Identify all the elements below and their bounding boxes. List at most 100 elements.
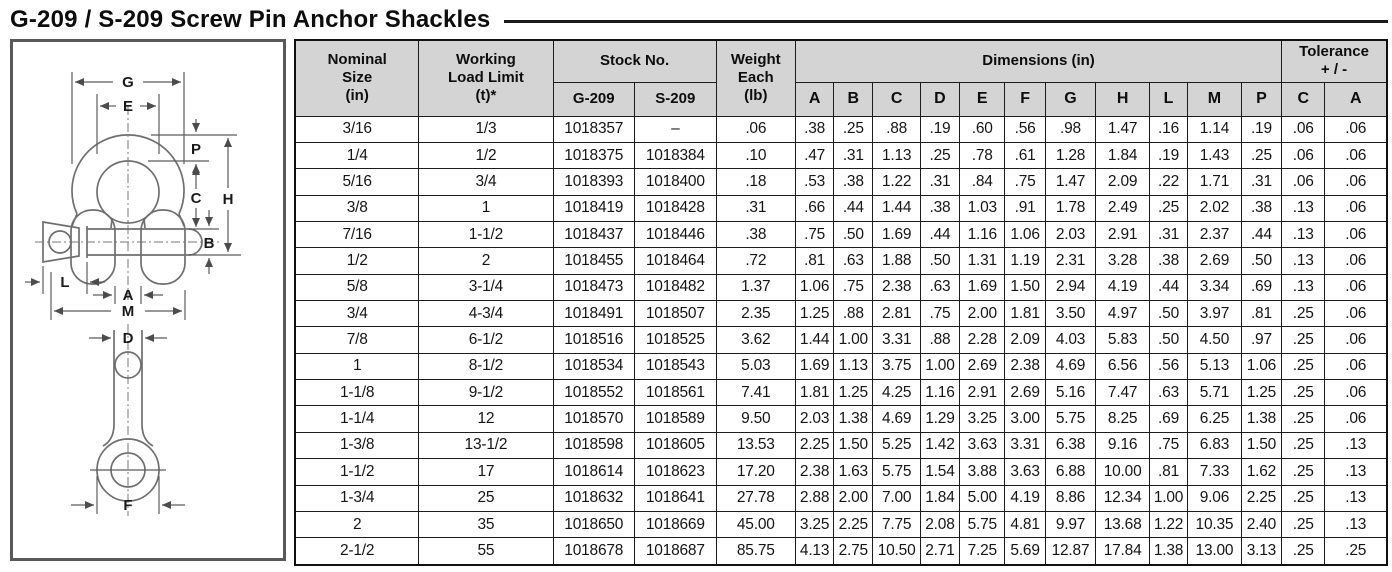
s209-stock-cell: 1018623: [634, 458, 717, 486]
main-content: G E P C: [0, 37, 1392, 566]
s209-stock-cell: 1018543: [634, 352, 717, 381]
dimension-cell: 10.50: [872, 537, 921, 566]
wll-cell: 1/3: [418, 115, 554, 143]
dimension-cell: 13.00: [1187, 537, 1242, 566]
dimension-cell: 7.33: [1187, 458, 1242, 486]
dimension-cell: 2.00: [959, 300, 1006, 328]
col-header-stock-no: Stock No.: [552, 39, 717, 83]
dimension-cell: 4.13: [795, 537, 835, 566]
dimension-cell: 1.84: [919, 484, 961, 512]
tolerance-cell: .13: [1281, 273, 1326, 302]
weight-cell: .06: [715, 115, 797, 143]
dimension-cell: 1.16: [959, 220, 1006, 249]
dimension-cell: 3.25: [795, 510, 835, 539]
dimension-cell: 1.88: [872, 247, 921, 275]
dimension-cell: 13.68: [1095, 510, 1150, 539]
dimension-cell: .50: [1148, 326, 1189, 354]
dimension-cell: 4.69: [1044, 352, 1097, 381]
dimension-cell: .63: [1148, 379, 1189, 407]
g209-stock-cell: 1018650: [552, 510, 636, 539]
weight-cell: 85.75: [715, 537, 797, 566]
dimension-cell: 4.19: [1095, 273, 1150, 302]
col-header-working-load-limit: Working Load Limit (t)*: [418, 39, 554, 117]
nominal-size-cell: 1/4: [294, 141, 420, 170]
g209-stock-cell: 1018678: [552, 537, 636, 566]
wll-cell: 8-1/2: [418, 352, 554, 381]
dimension-cell: 10.35: [1187, 510, 1242, 539]
dimension-cell: 3.34: [1187, 273, 1242, 302]
wll-cell: 2: [418, 247, 554, 275]
dimension-cell: 2.28: [959, 326, 1006, 354]
dimension-cell: .31: [1148, 220, 1189, 249]
shackle-dimension-lines: G E P C: [25, 72, 241, 320]
dimension-cell: 1.62: [1240, 458, 1283, 486]
s209-stock-cell: 1018641: [634, 484, 717, 512]
table-row: 1-3/8 13-1/2 1018598 1018605 13.53 2.25 1.50 5.…: [294, 431, 1388, 460]
dimension-cell: 3.75: [872, 352, 921, 381]
dimension-cell: 9.06: [1187, 484, 1242, 512]
dim-col-header-m: M: [1187, 81, 1242, 117]
tolerance-cell: .06: [1324, 247, 1388, 275]
dimension-cell: 2.75: [833, 537, 874, 566]
tolerance-cell: .06: [1281, 141, 1326, 170]
dimension-cell: 1.25: [795, 300, 835, 328]
dimension-cell: 2.69: [1004, 379, 1046, 407]
table-row: 7/8 6-1/2 1018516 1018525 3.62 1.44 1.00 3.31.8…: [294, 326, 1388, 354]
wll-cell: 35: [418, 510, 554, 539]
s209-stock-cell: 1018464: [634, 247, 717, 275]
dimension-cell: .47: [795, 141, 835, 170]
g209-stock-cell: 1018437: [552, 220, 636, 249]
dimension-cell: .38: [795, 115, 835, 143]
g209-stock-cell: 1018598: [552, 431, 636, 460]
dimension-cell: 5.71: [1187, 379, 1242, 407]
dimension-cell: .97: [1240, 326, 1283, 354]
dimension-cell: 2.40: [1240, 510, 1283, 539]
dimension-cell: 3.31: [1004, 431, 1046, 460]
nominal-size-cell: 1: [294, 352, 420, 381]
dimension-cell: 1.38: [1148, 537, 1189, 566]
nominal-size-cell: 5/8: [294, 273, 420, 302]
dimension-cell: 1.00: [1148, 484, 1189, 512]
title-rule: [504, 19, 1388, 23]
g209-stock-cell: 1018357: [552, 115, 636, 143]
dimension-cell: 4.19: [1004, 484, 1046, 512]
s209-stock-cell: 1018605: [634, 431, 717, 460]
dimension-cell: 3.63: [959, 431, 1006, 460]
dimension-cell: .22: [1148, 168, 1189, 196]
g209-stock-cell: 1018455: [552, 247, 636, 275]
weight-cell: 7.41: [715, 379, 797, 407]
dimension-cell: 2.25: [833, 510, 874, 539]
dimension-cell: 1.25: [833, 379, 874, 407]
dimension-cell: 2.88: [795, 484, 835, 512]
dimension-cell: .19: [919, 115, 961, 143]
tolerance-cell: .06: [1324, 115, 1388, 143]
dimension-cell: 1.81: [795, 379, 835, 407]
shackle-spec-table: Nominal Size (in) Working Load Limit (t)…: [294, 39, 1388, 566]
dimension-cell: .44: [833, 194, 874, 222]
dimension-cell: .38: [833, 168, 874, 196]
weight-cell: 5.03: [715, 352, 797, 381]
weight-cell: 17.20: [715, 458, 797, 486]
dimension-cell: 5.13: [1187, 352, 1242, 381]
table-row: 5/8 3-1/4 1018473 1018482 1.37 1.06.75 2.38.63…: [294, 273, 1388, 302]
col-header-tolerance: Tolerance + / -: [1281, 39, 1388, 83]
table-row: 3/8 1 1018419 1018428.31.66.44 1.44.38 1.03.9…: [294, 194, 1388, 222]
dimension-cell: 3.28: [1095, 247, 1150, 275]
dim-col-header-c: C: [872, 81, 921, 117]
dimension-cell: 5.00: [959, 484, 1006, 512]
tolerance-cell: .25: [1281, 431, 1326, 460]
dim-label-a: A: [123, 287, 134, 304]
tolerance-cell: .06: [1324, 220, 1388, 249]
dimension-cell: .38: [1240, 194, 1283, 222]
dimension-cell: 1.25: [1240, 379, 1283, 407]
nominal-size-cell: 1/2: [294, 247, 420, 275]
weight-cell: 27.78: [715, 484, 797, 512]
dimension-cell: .50: [1240, 247, 1283, 275]
col-header-s209: S-209: [634, 81, 717, 117]
dim-col-header-h: H: [1095, 81, 1150, 117]
g209-stock-cell: 1018473: [552, 273, 636, 302]
dimension-cell: 1.81: [1004, 300, 1046, 328]
s209-stock-cell: 1018507: [634, 300, 717, 328]
nominal-size-cell: 3/8: [294, 194, 420, 222]
table-row: 3/4 4-3/4 1018491 1018507 2.35 1.25.88 2.81.75…: [294, 300, 1388, 328]
